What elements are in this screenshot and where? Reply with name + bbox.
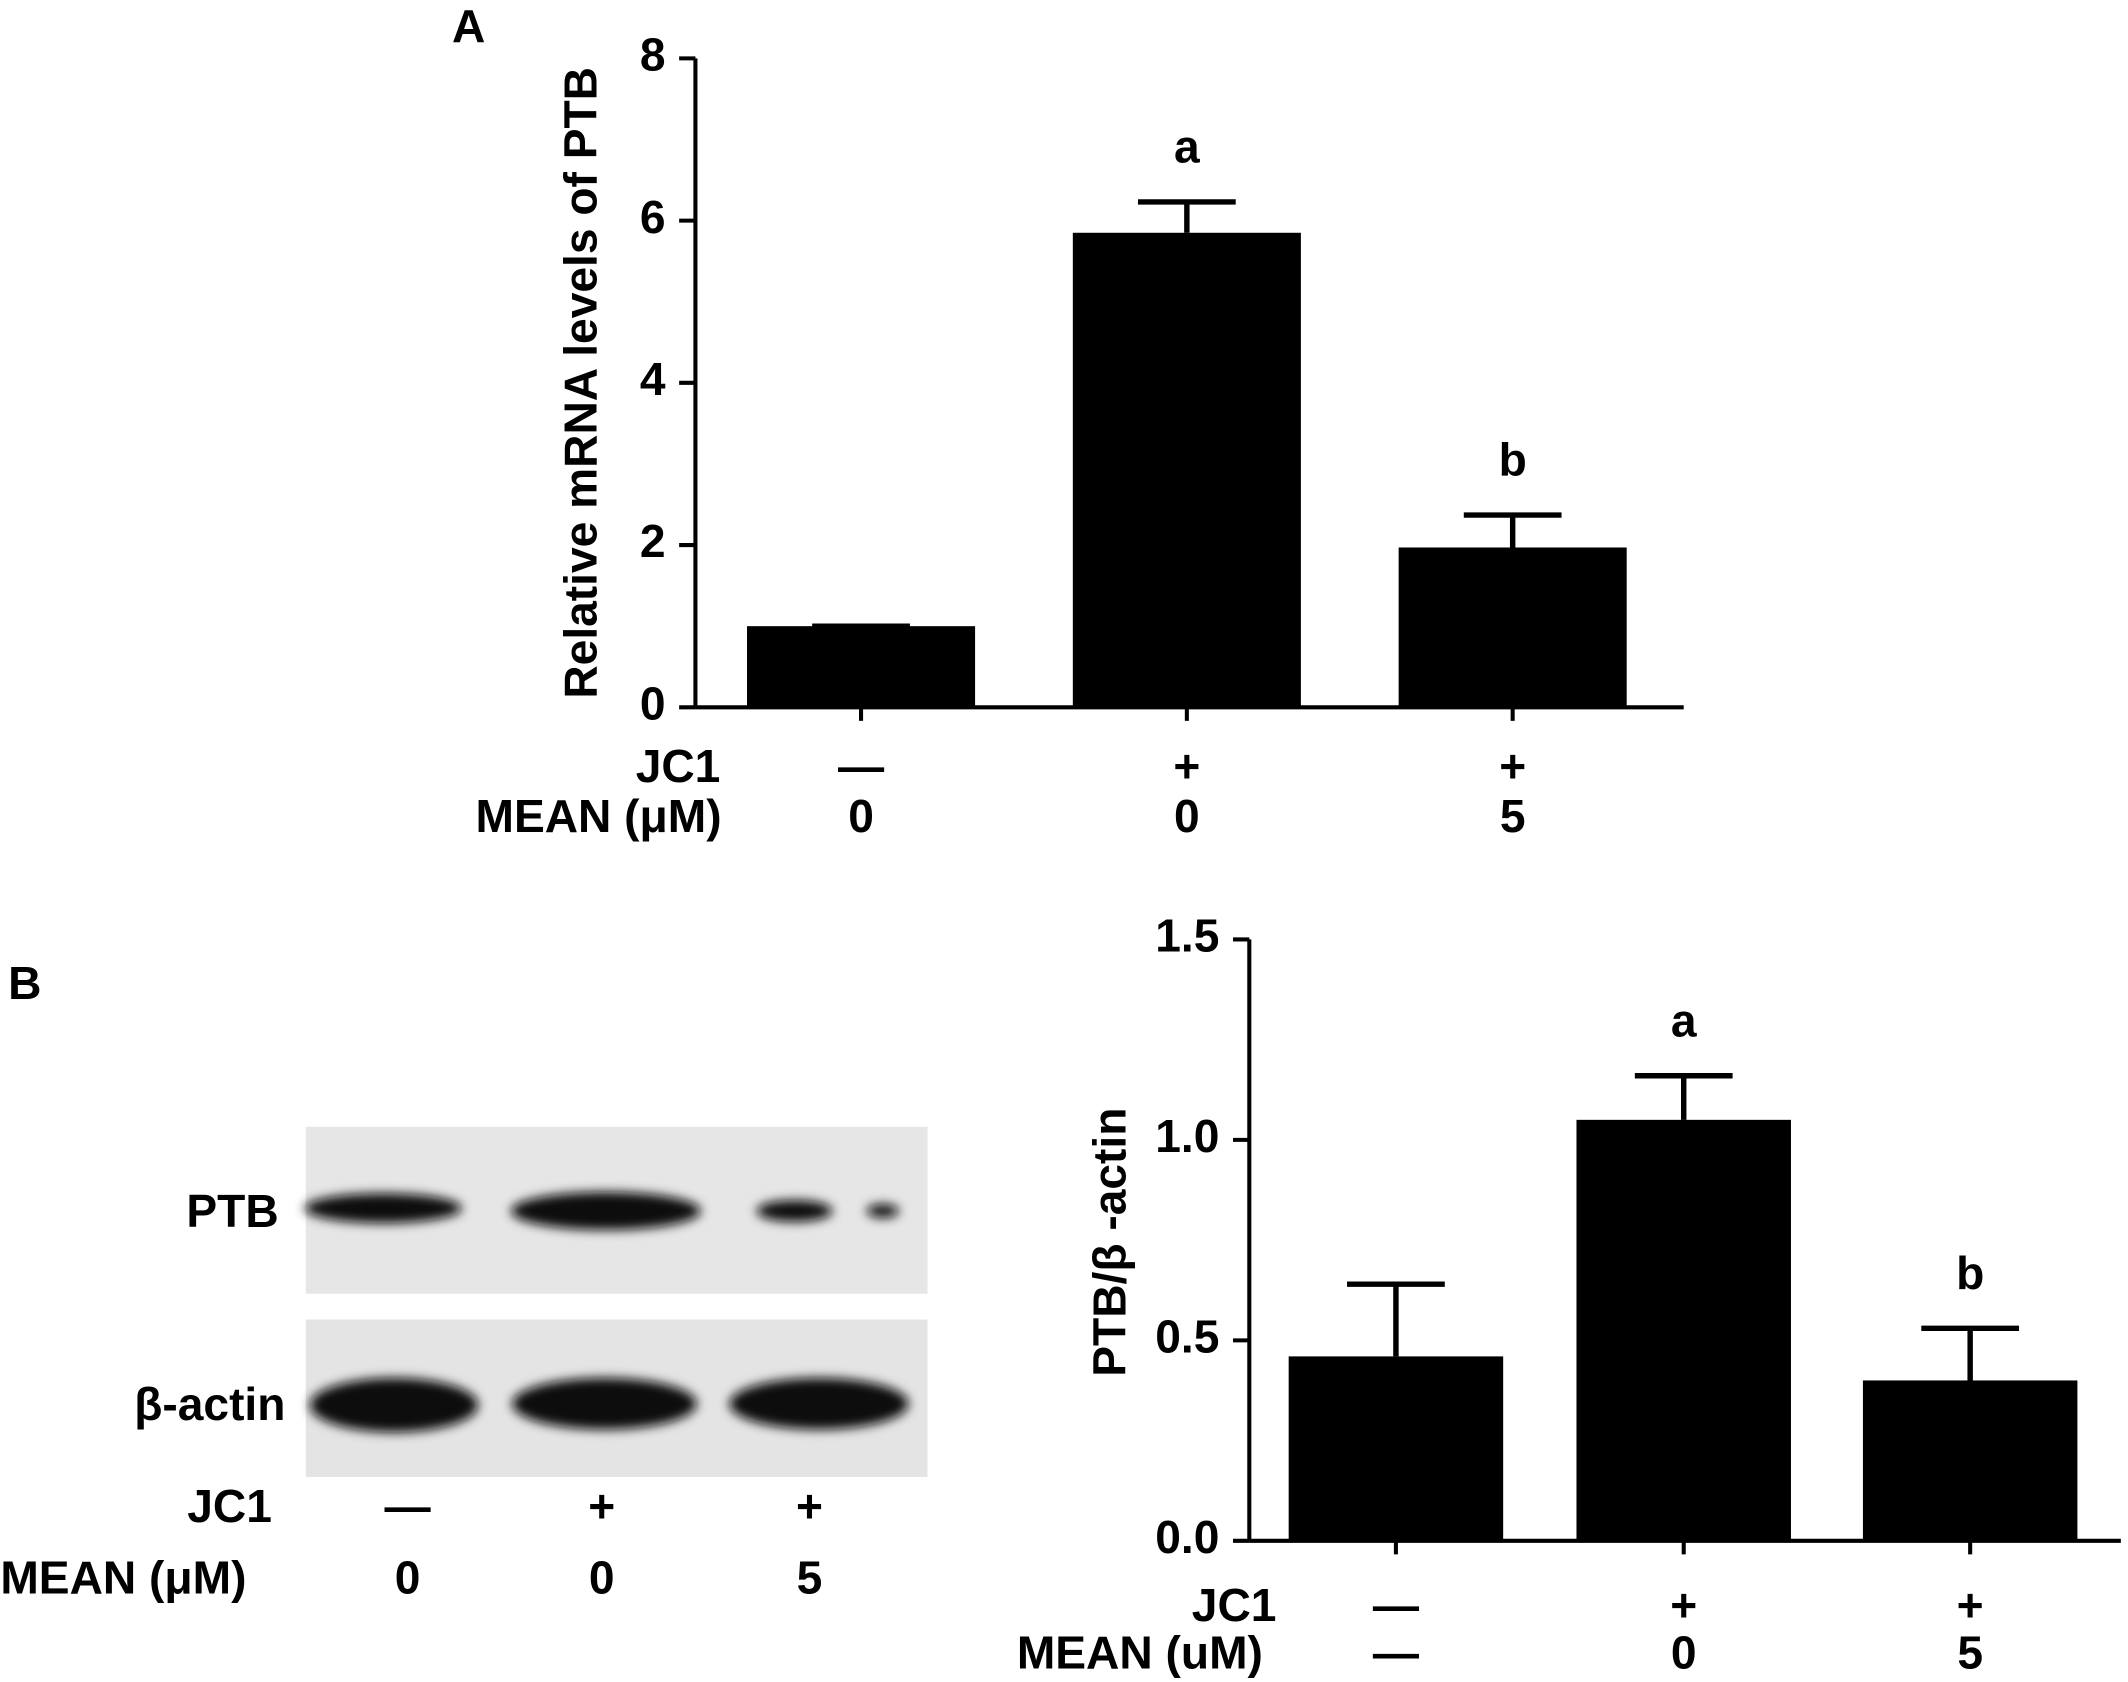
y-tick-label: 4 xyxy=(640,353,666,405)
bar xyxy=(1072,232,1301,708)
row-value: — xyxy=(1373,1579,1420,1631)
y-axis-label: PTB/β -actin xyxy=(1084,1108,1136,1377)
bar xyxy=(1862,1380,2078,1541)
y-tick-label: 0 xyxy=(640,677,666,729)
band-label: β-actin xyxy=(134,1378,285,1430)
row-label: MEAN (μM) xyxy=(0,1552,246,1604)
row-label: JC1 xyxy=(1192,1579,1277,1631)
y-tick-label: 0.0 xyxy=(1155,1511,1219,1563)
panel-label: B xyxy=(8,957,41,1009)
row-value: 0 xyxy=(848,790,874,842)
band-label: PTB xyxy=(186,1185,278,1237)
row-label: JC1 xyxy=(187,1480,272,1532)
row-value: + xyxy=(1670,1579,1697,1631)
y-axis-label: Relative mRNA levels of PTB xyxy=(554,67,606,699)
row-value: + xyxy=(1957,1579,1984,1631)
y-tick-label: 6 xyxy=(640,191,666,243)
row-value: 0 xyxy=(1671,1626,1697,1678)
row-value: 0 xyxy=(395,1552,421,1604)
row-value: 0 xyxy=(589,1552,615,1604)
row-value: 0 xyxy=(1174,790,1200,842)
row-value: + xyxy=(796,1480,823,1532)
bar xyxy=(1288,1356,1504,1541)
bar xyxy=(747,626,976,708)
row-value: 5 xyxy=(797,1552,823,1604)
row-label: MEAN (μM) xyxy=(476,790,722,842)
row-value: + xyxy=(1173,740,1200,792)
row-label: JC1 xyxy=(636,740,721,792)
row-value: 5 xyxy=(1957,1626,1983,1678)
panel-label: A xyxy=(452,0,485,52)
significance-label: a xyxy=(1174,121,1200,173)
row-label: MEAN (uM) xyxy=(1017,1626,1263,1678)
significance-label: a xyxy=(1671,994,1697,1046)
significance-label: b xyxy=(1499,434,1527,486)
significance-label: b xyxy=(1956,1247,1984,1299)
y-tick-label: 1.0 xyxy=(1155,1110,1219,1162)
row-value: — xyxy=(1373,1626,1420,1678)
bar xyxy=(1576,1119,1791,1541)
row-value: + xyxy=(1499,740,1526,792)
y-tick-label: 1.5 xyxy=(1155,910,1219,962)
row-value: + xyxy=(588,1480,615,1532)
y-tick-label: 8 xyxy=(640,29,666,81)
y-tick-label: 0.5 xyxy=(1155,1311,1219,1363)
row-value: — xyxy=(385,1480,432,1532)
western-blot xyxy=(304,1126,928,1478)
row-value: 5 xyxy=(1500,790,1526,842)
y-tick-label: 2 xyxy=(640,515,666,567)
bar xyxy=(1398,547,1627,708)
row-value: — xyxy=(838,740,885,792)
